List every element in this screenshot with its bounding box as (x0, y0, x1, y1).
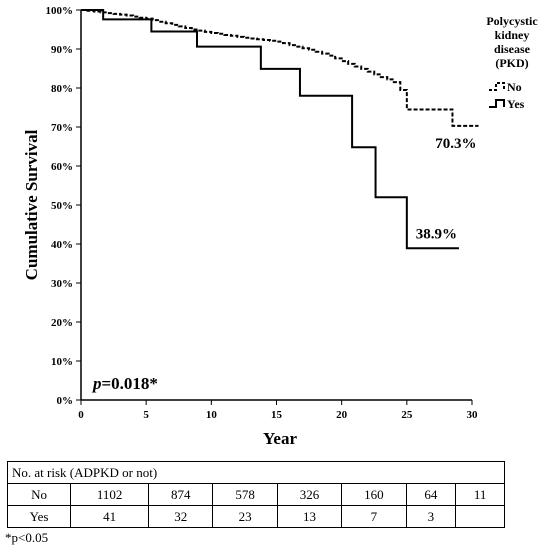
risk-cell: 578 (212, 483, 278, 506)
x-tick-label: 10 (206, 409, 218, 421)
x-axis-title: Year (263, 429, 297, 448)
y-tick-label: 50% (51, 200, 73, 212)
x-tick-label: 5 (143, 409, 149, 421)
legend: Polycystic kidney disease (PKD) No Yes (486, 14, 538, 111)
legend-swatch-yes (489, 99, 505, 108)
y-tick-label: 0% (57, 395, 74, 407)
risk-cell (455, 505, 505, 528)
risk-cell: 32 (148, 505, 214, 528)
risk-table-caption-row: No. at risk (ADPKD or not) (7, 461, 505, 484)
risk-cell: 7 (341, 505, 407, 528)
series-layer: 70.3% 38.9% (81, 9, 479, 250)
risk-row-no: No 1102 874 578 326 160 64 11 (6, 483, 505, 506)
legend-label-no: No (507, 80, 522, 94)
risk-cell: 41 (70, 505, 150, 528)
y-tick-label: 60% (51, 161, 73, 173)
risk-table-caption: No. at risk (ADPKD or not) (7, 461, 505, 484)
x-tick-label: 0 (78, 409, 84, 421)
risk-row-yes: Yes 41 32 23 13 7 3 (6, 505, 505, 528)
survival-curve-yes (81, 9, 459, 250)
legend-title-line-2: kidney (495, 28, 530, 42)
x-tick-label: 15 (271, 409, 283, 421)
y-tick-label: 30% (51, 278, 73, 290)
risk-cell: 1102 (70, 483, 150, 506)
y-tick-label: 80% (51, 83, 73, 95)
legend-title-line-3: disease (494, 42, 531, 56)
risk-cell: 11 (455, 483, 505, 506)
risk-cell: 874 (148, 483, 214, 506)
y-axis-title: Cumulative Survival (22, 129, 41, 280)
p-value-text: =0.018* (102, 374, 158, 393)
legend-title-line-4: (PKD) (495, 56, 528, 70)
axes: 0% 10% 20% 30% 40% 50% 60% 70% 80% 90% 100% 0 5 10 15 2… (46, 5, 479, 421)
end-label-yes: 38.9% (416, 226, 457, 242)
y-tick-label: 100% (46, 5, 74, 17)
y-tick-label: 10% (51, 356, 73, 368)
p-value-symbol: p (91, 374, 102, 393)
risk-cell: 23 (212, 505, 278, 528)
risk-cell: 160 (341, 483, 407, 506)
legend-swatch-no (489, 82, 505, 91)
risk-cell: 13 (276, 505, 343, 528)
y-tick-label: 70% (51, 122, 73, 134)
legend-label-yes: Yes (507, 97, 525, 111)
risk-row-label: Yes (6, 505, 72, 528)
risk-cell: 3 (405, 505, 457, 528)
y-tick-label: 20% (51, 317, 73, 329)
km-chart: 0% 10% 20% 30% 40% 50% 60% 70% 80% 90% 100% 0 5 10 15 2… (22, 5, 538, 448)
survival-curve-no (81, 9, 479, 127)
y-tick-label: 90% (51, 44, 73, 56)
risk-cell: 64 (405, 483, 457, 506)
y-tick-label: 40% (51, 239, 73, 251)
x-tick-label: 25 (401, 409, 413, 421)
end-label-no: 70.3% (435, 136, 476, 152)
legend-title-line-1: Polycystic (486, 14, 538, 28)
x-tick-label: 30 (467, 409, 479, 421)
risk-cell: 326 (276, 483, 343, 506)
risk-table: No. at risk (ADPKD or not) No 1102 874 5… (6, 461, 505, 528)
risk-row-label: No (6, 483, 72, 506)
x-tick-label: 20 (336, 409, 348, 421)
footnote: *p<0.05 (5, 530, 49, 545)
p-value: p=0.018* (91, 374, 158, 393)
